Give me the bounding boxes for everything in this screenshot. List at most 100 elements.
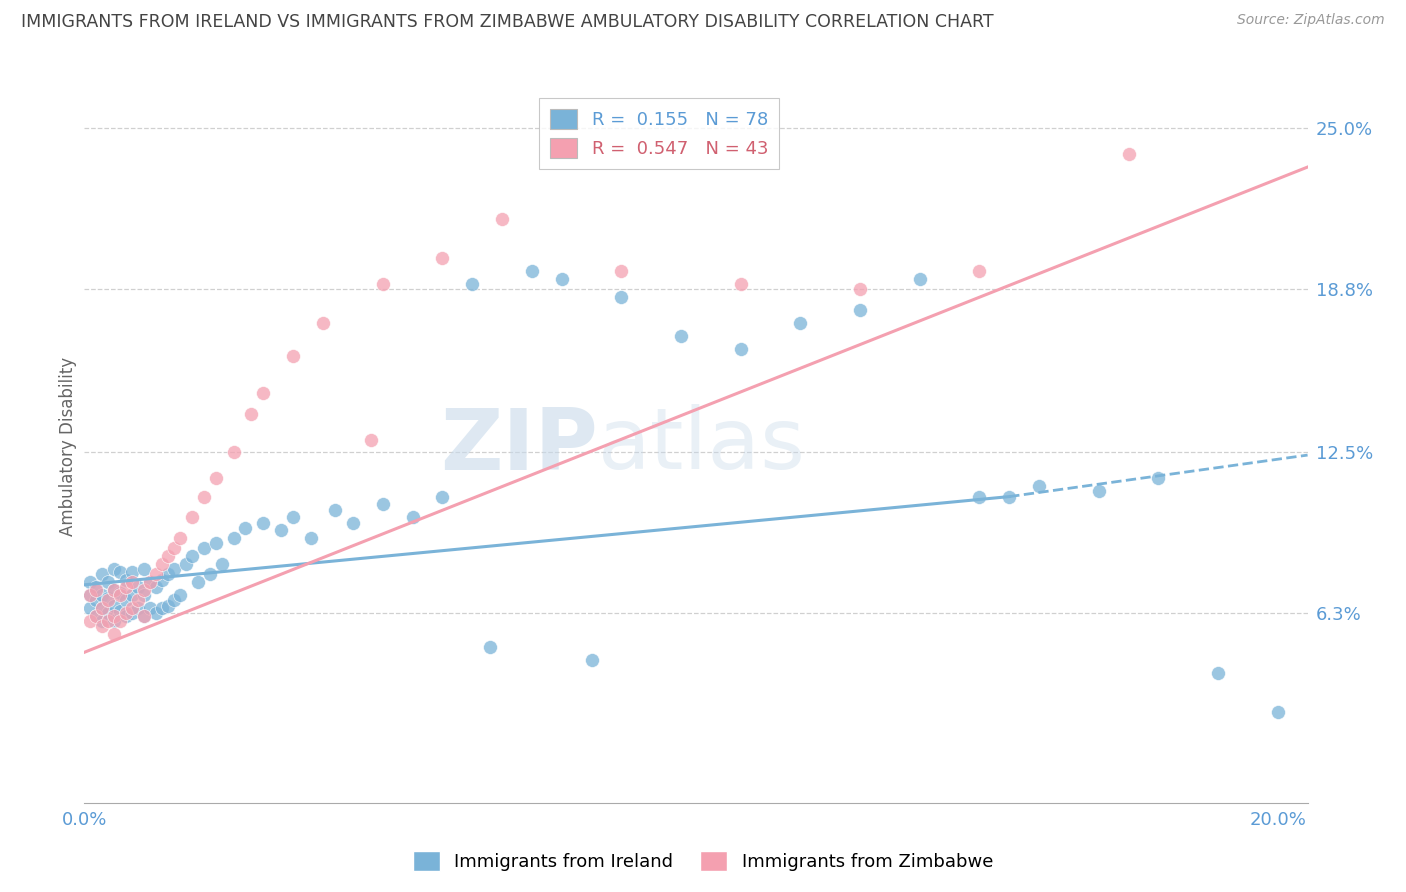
Y-axis label: Ambulatory Disability: Ambulatory Disability (59, 357, 77, 535)
Point (252, 516, 274, 530)
Legend: R =  0.155   N = 78, R =  0.547   N = 43: R = 0.155 N = 78, R = 0.547 N = 43 (540, 98, 779, 169)
Point (84, 609, 107, 624)
Point (1028, 479, 1050, 493)
Text: atlas: atlas (598, 404, 806, 488)
Point (145, 567, 167, 582)
Text: ZIP: ZIP (440, 404, 598, 488)
Point (312, 316, 335, 330)
Point (849, 282, 872, 296)
Point (283, 350, 305, 364)
Point (97, 591, 120, 605)
Point (91, 619, 114, 633)
Point (121, 588, 143, 602)
Point (79, 575, 101, 590)
Point (150, 573, 173, 587)
Point (84, 581, 107, 595)
Point (163, 541, 186, 556)
Point (145, 581, 167, 595)
Point (132, 609, 155, 624)
Point (174, 557, 197, 571)
Point (240, 407, 263, 421)
Point (139, 601, 162, 615)
Point (180, 510, 202, 524)
Point (432, 251, 454, 265)
Point (103, 609, 125, 624)
Point (79, 588, 101, 602)
Point (849, 302, 872, 317)
Point (323, 502, 346, 516)
Point (79, 588, 101, 602)
Point (150, 557, 173, 571)
Point (360, 433, 382, 447)
Point (479, 640, 502, 654)
Point (132, 582, 155, 597)
Point (193, 541, 215, 556)
Point (908, 271, 931, 285)
Point (283, 510, 305, 524)
Point (127, 593, 149, 607)
Point (270, 524, 292, 538)
Point (163, 593, 186, 607)
Point (169, 531, 191, 545)
Point (103, 614, 125, 628)
Point (115, 573, 138, 587)
Point (461, 277, 484, 291)
Point (132, 562, 155, 576)
Point (97, 614, 120, 628)
Point (371, 277, 394, 291)
Point (1147, 471, 1170, 485)
Point (610, 264, 633, 278)
Point (108, 588, 131, 602)
Point (103, 582, 125, 597)
Point (1118, 147, 1140, 161)
Point (432, 490, 454, 504)
Point (193, 490, 215, 504)
Point (198, 567, 221, 582)
Point (132, 609, 155, 624)
Point (1087, 484, 1109, 499)
Point (222, 531, 245, 545)
Point (156, 599, 179, 613)
Point (103, 582, 125, 597)
Point (103, 627, 125, 641)
Point (97, 593, 120, 607)
Point (211, 557, 233, 571)
Point (84, 593, 107, 607)
Point (79, 601, 101, 615)
Point (180, 549, 202, 564)
Point (581, 653, 603, 667)
Point (121, 575, 143, 590)
Point (998, 490, 1021, 504)
Point (91, 601, 114, 615)
Point (299, 531, 322, 545)
Point (371, 497, 394, 511)
Point (204, 536, 226, 550)
Point (610, 290, 633, 304)
Point (84, 582, 107, 597)
Point (204, 471, 226, 485)
Point (342, 516, 364, 530)
Point (156, 567, 179, 582)
Point (669, 328, 692, 343)
Point (79, 614, 101, 628)
Point (187, 575, 209, 590)
Point (169, 588, 191, 602)
Point (156, 549, 179, 564)
Point (91, 588, 114, 602)
Point (252, 385, 274, 400)
Point (115, 609, 138, 624)
Point (108, 585, 131, 599)
Point (97, 607, 120, 621)
Point (132, 588, 155, 602)
Legend: Immigrants from Ireland, Immigrants from Zimbabwe: Immigrants from Ireland, Immigrants from… (405, 844, 1001, 879)
Point (103, 599, 125, 613)
Point (139, 575, 162, 590)
Point (789, 316, 811, 330)
Point (121, 601, 143, 615)
Point (1206, 666, 1229, 681)
Point (115, 607, 138, 621)
Point (520, 264, 543, 278)
Point (115, 593, 138, 607)
Point (127, 581, 149, 595)
Point (235, 521, 257, 535)
